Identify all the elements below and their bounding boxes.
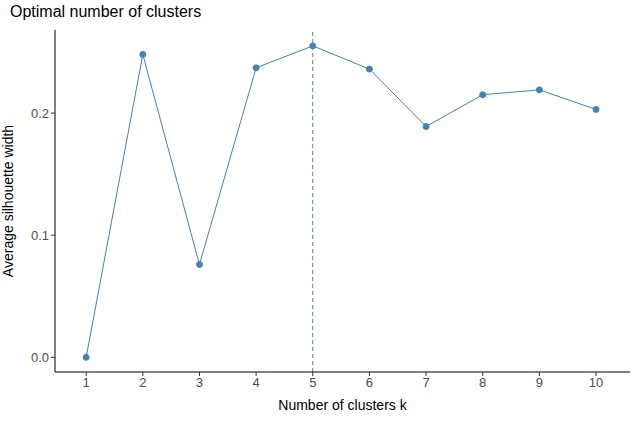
svg-text:2: 2 [139,375,146,390]
svg-text:3: 3 [196,375,203,390]
svg-text:0.2: 0.2 [31,106,49,121]
svg-text:10: 10 [589,375,603,390]
svg-text:Average silhouette width: Average silhouette width [8,125,16,277]
svg-text:5: 5 [309,375,316,390]
svg-text:4: 4 [252,375,259,390]
svg-text:1: 1 [83,375,90,390]
svg-text:9: 9 [536,375,543,390]
svg-text:8: 8 [479,375,486,390]
svg-text:Number of clusters k: Number of clusters k [278,397,407,413]
svg-text:0.0: 0.0 [31,350,49,365]
svg-text:0.1: 0.1 [31,228,49,243]
html-text:Optimal number of clusters: Optimal number of clusters [10,3,202,20]
svg-text:6: 6 [366,375,373,390]
svg-text:7: 7 [422,375,429,390]
